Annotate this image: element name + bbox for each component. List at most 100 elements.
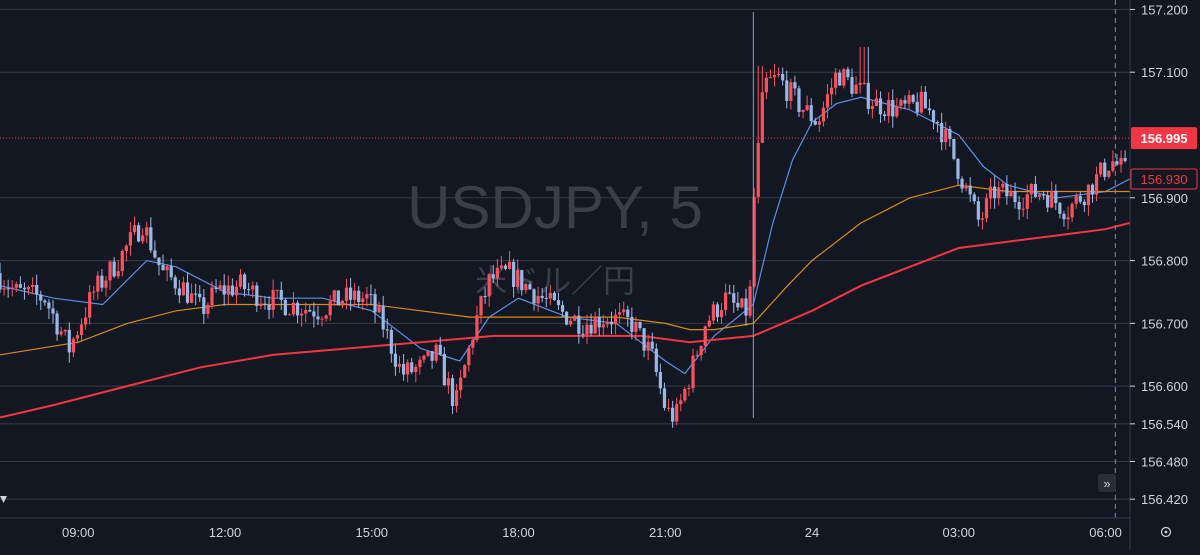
candle-body: [357, 290, 361, 303]
candle-body: [22, 287, 27, 290]
candle-body: [100, 275, 104, 288]
candle-body: [1111, 161, 1115, 171]
candle-body: [646, 341, 650, 351]
candle-body: [157, 257, 161, 266]
candle-body: [137, 225, 141, 242]
candle-body: [275, 289, 279, 291]
ma-price-tag: 156.930: [1141, 172, 1188, 187]
candle-body: [870, 106, 874, 109]
candle-body: [218, 285, 222, 289]
candle-body: [96, 275, 100, 292]
candle-body: [923, 91, 927, 109]
candle-body: [491, 274, 495, 279]
candle-body: [450, 378, 455, 406]
candle-body: [369, 294, 373, 296]
collapse-triangle-icon[interactable]: [0, 496, 7, 503]
candle-body: [1021, 208, 1025, 210]
candle-body: [565, 311, 569, 325]
candle-body: [850, 77, 854, 94]
candlesticks: [0, 47, 1127, 428]
candle-body: [198, 293, 202, 298]
candle-body: [422, 355, 426, 360]
candle-body: [0, 273, 2, 290]
candle-body: [475, 315, 479, 340]
candle-body: [878, 98, 883, 115]
candle-body: [626, 309, 630, 317]
candle-body: [365, 294, 369, 299]
settings-icon-ring[interactable]: [1160, 526, 1172, 538]
candle-body: [842, 69, 846, 86]
candle-body: [1033, 183, 1038, 197]
candle-body: [71, 338, 75, 353]
time-axis[interactable]: 09:00 12:00 15:00 18:00 21:00 24 03:00 06:00: [0, 517, 1130, 540]
candle-body: [202, 297, 206, 314]
candle-body: [997, 187, 1001, 199]
candle-body: [332, 290, 336, 302]
candle-body: [128, 232, 133, 246]
candle-body: [92, 291, 96, 293]
candle-body: [744, 298, 748, 316]
scroll-button-bg[interactable]: [1098, 474, 1116, 492]
last-price-tag: 156.995: [1141, 131, 1188, 146]
candle-body: [35, 284, 39, 295]
candle-body: [801, 110, 805, 112]
candle-body: [658, 372, 662, 389]
candle-body: [361, 298, 365, 303]
ma-line-2: [0, 184, 1130, 356]
settings-icon[interactable]: [1160, 526, 1172, 538]
candle-body: [1078, 196, 1082, 202]
candle-body: [165, 266, 169, 271]
candle-body: [874, 98, 879, 107]
settings-icon-dot[interactable]: [1164, 530, 1168, 534]
candle-body: [181, 282, 186, 296]
candle-body: [222, 285, 226, 295]
x-tick-label: 03:00: [943, 525, 976, 540]
candle-body: [463, 365, 467, 378]
candle-body: [1009, 191, 1013, 197]
candle-body: [434, 344, 438, 361]
candle-body: [1005, 183, 1009, 197]
candle-body: [112, 261, 116, 277]
candle-body: [308, 309, 312, 312]
y-tick-label: 157.200: [1141, 2, 1188, 17]
candle-body: [980, 218, 985, 220]
y-tick-label: 156.480: [1141, 454, 1188, 469]
price-axis[interactable]: 157.200 157.100 156.900 156.800 156.700 156.6…: [1129, 0, 1188, 550]
candle-body: [75, 335, 80, 339]
candle-body: [471, 339, 475, 348]
candle-body: [304, 309, 308, 314]
candle-body: [495, 267, 499, 279]
candle-body: [728, 292, 732, 294]
candle-body: [683, 388, 687, 401]
candle-body: [605, 321, 609, 325]
candle-body: [895, 105, 899, 117]
chevrons-right-icon[interactable]: »: [1103, 476, 1110, 491]
candle-body: [271, 289, 275, 310]
candle-body: [39, 294, 43, 301]
candle-body: [63, 329, 67, 332]
candle-body: [940, 123, 944, 143]
candle-body: [104, 280, 108, 288]
candle-body: [238, 274, 243, 287]
candle-body: [866, 82, 870, 109]
candle-body: [785, 80, 789, 101]
candle-body: [26, 287, 31, 290]
candle-body: [809, 105, 813, 122]
candle-body: [401, 363, 406, 375]
candle-body: [67, 329, 71, 353]
candle-body: [406, 362, 410, 375]
candle-body: [516, 270, 520, 287]
candle-body: [226, 285, 230, 295]
candle-body: [724, 292, 728, 310]
grid-lines: [0, 8, 1130, 500]
candle-body: [234, 286, 239, 296]
candle-body: [487, 274, 491, 297]
candle-body: [952, 138, 956, 159]
candle-body: [1054, 190, 1058, 203]
candle-body: [1090, 184, 1095, 195]
y-tick-label: 156.420: [1141, 492, 1188, 507]
candle-body: [483, 296, 487, 298]
scroll-to-realtime-button[interactable]: »: [1098, 474, 1116, 492]
